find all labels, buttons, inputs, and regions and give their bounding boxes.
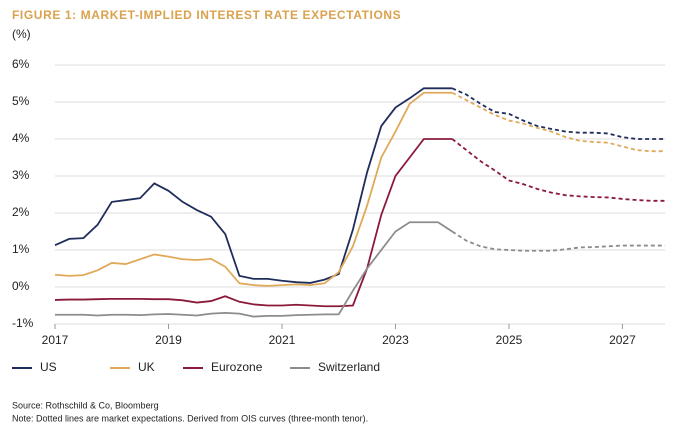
series-line [54,91,453,287]
forecast-line [451,138,665,202]
x-tick-label: 2019 [155,333,182,347]
x-tick-label: 2023 [382,333,409,347]
y-tick-label: 1% [12,242,30,256]
legend-label: US [40,360,57,374]
y-tick-label: 0% [12,279,30,293]
legend-label: Switzerland [318,360,380,374]
y-tick-label: 6% [12,57,30,71]
legend-label: UK [138,360,155,374]
x-tick-label: 2017 [42,333,69,347]
forecast-line [451,87,665,140]
note: Note: Dotted lines are market expectatio… [12,413,368,423]
y-tick-label: 2% [12,205,30,219]
y-tick-label: 3% [12,168,30,182]
series-line [54,87,453,284]
y-axis-label: (%) [12,27,31,41]
chart-title: FIGURE 1: MARKET-IMPLIED INTEREST RATE E… [12,8,401,22]
forecast-line [451,230,665,252]
x-tick-label: 2021 [269,333,296,347]
y-tick-label: 5% [12,94,30,108]
y-tick-label: -1% [12,316,34,330]
forecast-line [451,91,665,153]
x-tick-label: 2027 [609,333,636,347]
series-line [54,138,453,308]
legend-label: Eurozone [211,360,263,374]
y-tick-label: 4% [12,131,30,145]
series-line [55,221,453,318]
x-tick-label: 2025 [496,333,523,347]
source: Source: Rothschild & Co, Bloomberg [12,400,159,410]
